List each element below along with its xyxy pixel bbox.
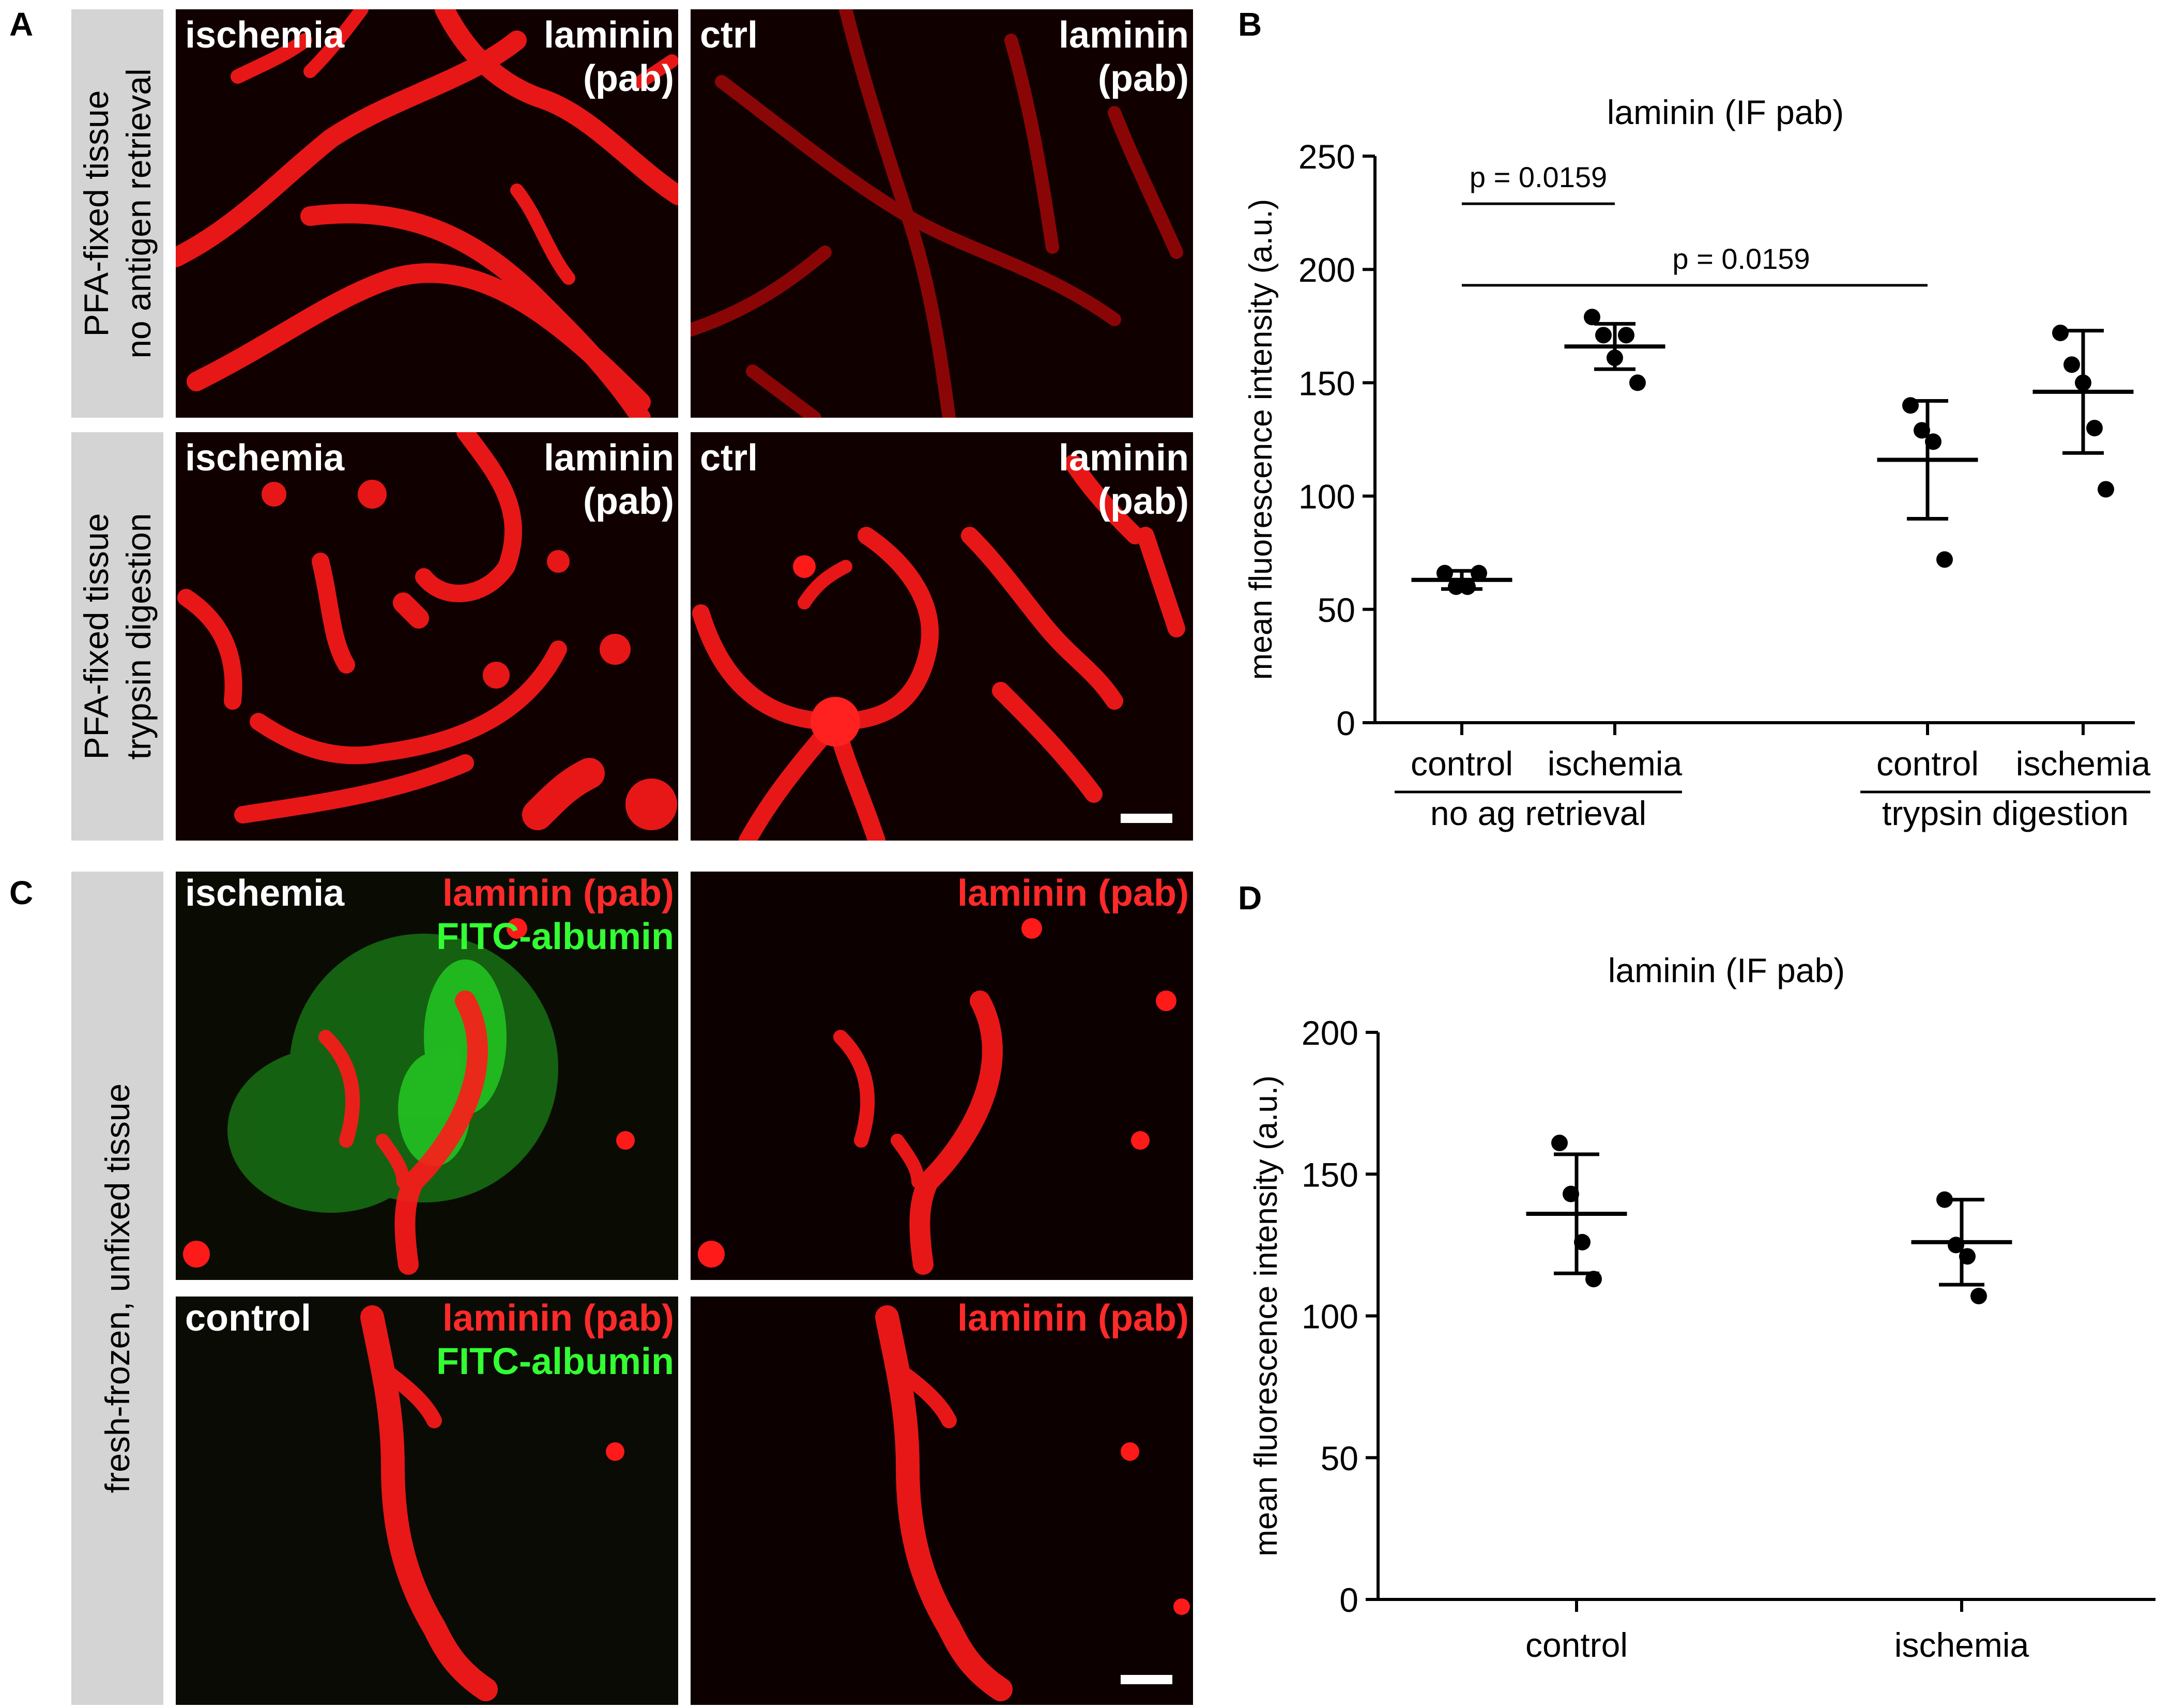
- chart-b-data-point: [1436, 565, 1453, 582]
- micrograph-a-ctrl-trypsin: ctrl laminin (pab): [691, 432, 1193, 841]
- chart-d-data-point: [1563, 1185, 1579, 1202]
- chart-b-data-point: [2052, 324, 2069, 341]
- chart-d-y-axis-label: mean fluorescence intensity (a.u.): [1248, 1075, 1284, 1556]
- chart-b-category-label: control: [1876, 744, 1979, 783]
- chart-b-data-point: [1618, 327, 1634, 344]
- chart-d-category-label: ischemia: [1894, 1626, 2029, 1664]
- chart-b-data-point: [1925, 433, 1941, 450]
- chart-b-category-label: ischemia: [2016, 744, 2151, 783]
- label-stain-line2: (pab): [1098, 58, 1189, 99]
- micrograph-c-control-merge: control laminin (pab) FITC-albumin: [176, 1297, 678, 1705]
- chart-b-data-point: [2086, 420, 2103, 437]
- side-label-fresh-frozen: fresh-frozen, unfixed tissue: [71, 872, 163, 1705]
- label-laminin-pab: laminin (pab): [544, 13, 674, 100]
- label-stain-line1: laminin: [1058, 437, 1189, 479]
- chart-b-y-tick-label: 50: [1318, 591, 1355, 629]
- micrograph-a-ischemia-trypsin: ischemia laminin (pab): [176, 432, 678, 841]
- label-stain-line1: laminin: [543, 14, 674, 56]
- chart-b-data-point: [2063, 356, 2080, 373]
- chart-b-data-point: [1936, 551, 1953, 568]
- chart-b-title: laminin (IF pab): [1607, 93, 1844, 131]
- micrograph-c-ischemia-laminin: laminin (pab): [691, 872, 1193, 1280]
- label-laminin-pab: laminin (pab): [957, 1298, 1189, 1339]
- scale-bar: [1121, 814, 1172, 823]
- chart-d-data-point: [1551, 1134, 1568, 1151]
- label-stains: laminin (pab) FITC-albumin: [436, 1297, 674, 1383]
- chart-b-data-point: [1914, 422, 1930, 439]
- chart-b-data-point: [1448, 578, 1464, 595]
- label-stains: laminin (pab): [957, 872, 1189, 915]
- chart-b-group-label: no ag retrieval: [1430, 794, 1646, 832]
- chart-b-data-point: [1459, 578, 1476, 595]
- chart-d-y-tick-label: 100: [1302, 1298, 1358, 1336]
- chart-b-category-label: control: [1411, 744, 1513, 783]
- chart-b-data-point: [1584, 309, 1600, 326]
- chart-b-group-label: trypsin digestion: [1882, 794, 2129, 832]
- label-ischemia: ischemia: [185, 14, 345, 56]
- label-laminin-pab: laminin (pab): [957, 873, 1189, 914]
- micrograph-a-ischemia-noretrieval: ischemia laminin (pab): [176, 9, 678, 418]
- label-ischemia: ischemia: [185, 873, 345, 914]
- label-stain-line2: (pab): [583, 481, 674, 522]
- label-stains: laminin (pab): [957, 1297, 1189, 1340]
- label-stain-line2: (pab): [583, 58, 674, 99]
- chart-b-data-point: [2098, 481, 2114, 498]
- label-stains: laminin (pab) FITC-albumin: [436, 872, 674, 958]
- chart-d-data-point: [1936, 1191, 1953, 1208]
- chart-d-y-tick-label: 0: [1339, 1581, 1358, 1619]
- micrograph-c-control-laminin: laminin (pab): [691, 1297, 1193, 1705]
- chart-b-data-point: [2075, 374, 2091, 391]
- chart-d-y-tick-label: 50: [1321, 1439, 1358, 1477]
- micrograph-c-ischemia-merge: ischemia laminin (pab) FITC-albumin: [176, 872, 678, 1280]
- label-laminin-pab: laminin (pab): [1059, 13, 1189, 100]
- panel-letter-c: C: [9, 874, 34, 911]
- label-laminin-pab: laminin (pab): [442, 873, 674, 914]
- label-ctrl: ctrl: [700, 437, 758, 479]
- label-fitc-albumin: FITC-albumin: [436, 916, 674, 957]
- label-ctrl: ctrl: [700, 14, 758, 56]
- label-laminin-pab: laminin (pab): [544, 436, 674, 523]
- chart-d-data-point: [1970, 1288, 1987, 1305]
- side-label-no-retrieval: PFA-fixed tissue no antigen retrieval: [71, 9, 163, 418]
- side-label-trypsin: PFA-fixed tissue trypsin digestion: [71, 432, 163, 841]
- chart-d-y-tick-label: 150: [1302, 1155, 1358, 1194]
- chart-b-data-point: [1595, 327, 1612, 344]
- chart-d-data-point: [1585, 1271, 1602, 1288]
- chart-b-data-point: [1607, 349, 1623, 367]
- chart-b-y-tick-label: 0: [1336, 704, 1355, 742]
- scale-bar: [1121, 1675, 1172, 1684]
- label-control: control: [185, 1298, 311, 1339]
- label-stain-line1: laminin: [543, 437, 674, 479]
- chart-b-data-point: [1902, 397, 1919, 414]
- label-stain-line1: laminin: [1058, 14, 1189, 56]
- panel-letter-d: D: [1238, 879, 1262, 917]
- chart-d-category-label: control: [1525, 1626, 1628, 1664]
- micrograph-a-ctrl-noretrieval: ctrl laminin (pab): [691, 9, 1193, 418]
- label-ischemia: ischemia: [185, 437, 345, 479]
- label-stain-line2: (pab): [1098, 481, 1189, 522]
- chart-b-p-value: p = 0.0159: [1672, 242, 1810, 275]
- chart-b-y-axis-label: mean fluorescence intensity (a.u.): [1243, 199, 1279, 680]
- chart-b-y-tick-label: 200: [1298, 251, 1355, 289]
- chart-b-y-tick-label: 250: [1298, 138, 1355, 176]
- chart-d-data-point: [1948, 1237, 1964, 1254]
- chart-b-category-label: ischemia: [1548, 744, 1683, 783]
- label-fitc-albumin: FITC-albumin: [436, 1341, 674, 1382]
- chart-d-title: laminin (IF pab): [1608, 951, 1845, 989]
- panel-letter-a: A: [9, 6, 34, 43]
- chart-b-data-point: [1629, 374, 1646, 391]
- label-laminin-pab: laminin (pab): [1059, 436, 1189, 523]
- chart-b-p-value: p = 0.0159: [1470, 161, 1607, 193]
- panel-letter-b: B: [1238, 6, 1262, 43]
- chart-d-y-tick-label: 200: [1302, 1014, 1358, 1052]
- chart-b-y-tick-label: 150: [1298, 364, 1355, 402]
- chart-d-data-point: [1959, 1248, 1976, 1265]
- chart-d-data-point: [1574, 1233, 1591, 1250]
- chart-b-y-tick-label: 100: [1298, 478, 1355, 516]
- chart-b-data-point: [1471, 565, 1487, 582]
- label-laminin-pab: laminin (pab): [442, 1298, 674, 1339]
